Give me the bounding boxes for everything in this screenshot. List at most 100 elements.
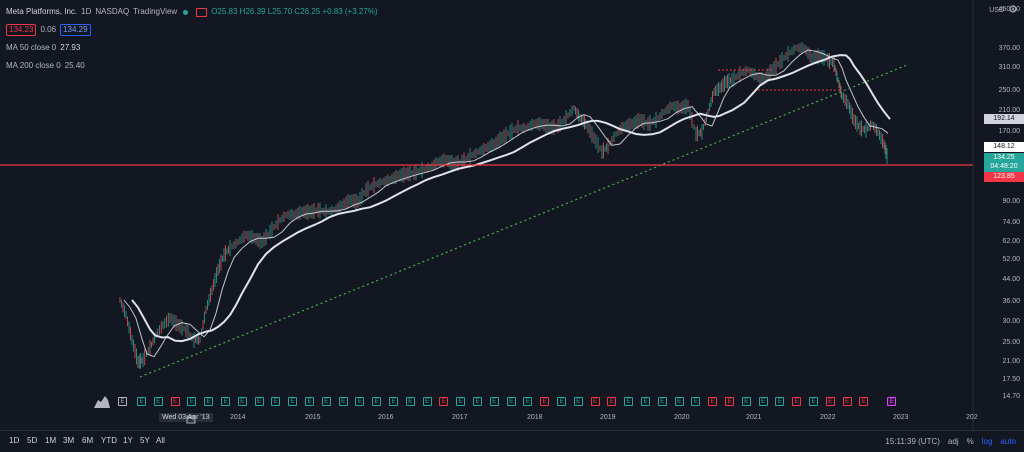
- clock[interactable]: 15:11:39 (UTC): [885, 437, 940, 446]
- live-status-icon: [183, 9, 189, 15]
- earnings-badge[interactable]: E: [338, 397, 348, 406]
- earnings-badge[interactable]: E: [691, 397, 701, 406]
- range-buttons: 1D 5D 1M 3M 6M YTD 1Y 5Y All: [0, 431, 200, 452]
- price-axis-label: 21.00: [1002, 358, 1020, 365]
- time-axis-label: 2017: [452, 414, 468, 421]
- trendline: [139, 64, 908, 378]
- earnings-badge[interactable]: E: [187, 397, 197, 406]
- range-button-5y[interactable]: 5Y: [140, 436, 150, 445]
- currency-label[interactable]: USD: [989, 7, 1004, 14]
- earnings-badge[interactable]: E: [372, 397, 382, 406]
- price-axis-label: 44.00: [1002, 276, 1020, 283]
- earnings-badge[interactable]: E: [506, 397, 516, 406]
- exchange-label: NASDAQ: [95, 7, 130, 16]
- range-button-6m[interactable]: 6M: [82, 436, 94, 445]
- earnings-badge[interactable]: E: [741, 397, 751, 406]
- earnings-badge[interactable]: E: [118, 397, 127, 406]
- earnings-badge[interactable]: E: [657, 397, 667, 406]
- earnings-badge[interactable]: E: [254, 397, 264, 406]
- earnings-badge[interactable]: E: [825, 397, 835, 406]
- time-axis-label: 202: [966, 414, 978, 421]
- range-button-1d[interactable]: 1D: [9, 436, 20, 445]
- earnings-badge[interactable]: E: [271, 397, 281, 406]
- earnings-badge[interactable]: E: [540, 397, 550, 406]
- range-button-1m[interactable]: 1M: [45, 436, 57, 445]
- earnings-badge[interactable]: E: [237, 397, 247, 406]
- crosshair-date-label: Wed 03 Apr '13: [159, 413, 213, 422]
- earnings-badge[interactable]: E: [523, 397, 533, 406]
- price-axis-label: 90.00: [1002, 198, 1020, 205]
- range-button-5d[interactable]: 5D: [27, 436, 38, 445]
- earnings-badge[interactable]: E: [573, 397, 583, 406]
- range-button-1y[interactable]: 1Y: [123, 436, 133, 445]
- earnings-badge[interactable]: E: [725, 397, 734, 406]
- ma50-label[interactable]: MA 50 close 0: [6, 43, 57, 52]
- earnings-badge[interactable]: E: [389, 397, 398, 406]
- price-axis-label: 14.70: [1002, 393, 1020, 400]
- time-axis-label: 2020: [674, 414, 690, 421]
- earnings-badge[interactable]: E: [590, 397, 600, 406]
- earnings-badge[interactable]: E: [473, 397, 482, 406]
- earnings-badge[interactable]: E: [489, 397, 499, 406]
- goto-date-icon[interactable]: [186, 415, 196, 424]
- price-axis-label: 250.00: [998, 87, 1020, 94]
- earnings-badge[interactable]: E: [288, 397, 298, 406]
- adj-toggle[interactable]: adj: [947, 437, 959, 446]
- earnings-badge[interactable]: E: [887, 397, 896, 406]
- time-axis-label: 2019: [600, 414, 616, 421]
- market-status-icon[interactable]: [196, 7, 208, 17]
- earnings-badge[interactable]: E: [422, 397, 432, 406]
- earnings-badge[interactable]: E: [557, 397, 566, 406]
- earnings-badge[interactable]: E: [674, 397, 684, 406]
- earnings-badge[interactable]: E: [456, 397, 466, 406]
- time-axis-label: 2016: [378, 414, 394, 421]
- ohlc-values: O25.83 H26.39 L25.70 C26.25 +0.83 (+3.27…: [211, 7, 378, 16]
- earnings-badge[interactable]: E: [137, 397, 146, 406]
- earnings-badge[interactable]: E: [859, 397, 869, 406]
- chart-legend: Meta Platforms, Inc. 1D NASDAQ TradingVi…: [6, 6, 378, 78]
- earnings-badge[interactable]: E: [758, 397, 768, 406]
- gear-icon[interactable]: [1008, 4, 1018, 14]
- ma200-line: [131, 54, 891, 343]
- provider-label: TradingView: [133, 7, 178, 16]
- range-button-ytd[interactable]: YTD: [101, 436, 117, 445]
- price-chart[interactable]: [0, 0, 1024, 430]
- time-axis-label: 2018: [527, 414, 543, 421]
- earnings-badge[interactable]: E: [305, 397, 314, 406]
- log-toggle[interactable]: log: [981, 437, 993, 446]
- percent-toggle[interactable]: %: [966, 437, 974, 446]
- price-axis-label: 450.00: [998, 6, 1020, 13]
- price-axis-label: 36.00: [1002, 298, 1020, 305]
- earnings-badge[interactable]: E: [170, 397, 180, 406]
- earnings-badge[interactable]: E: [809, 397, 818, 406]
- auto-toggle[interactable]: auto: [1000, 437, 1016, 446]
- sell-button[interactable]: 134.23: [6, 24, 37, 36]
- range-button-3m[interactable]: 3M: [63, 436, 75, 445]
- earnings-badge[interactable]: E: [708, 397, 718, 406]
- earnings-badge[interactable]: E: [221, 397, 230, 406]
- earnings-badge[interactable]: E: [792, 397, 802, 406]
- earnings-badge[interactable]: E: [641, 397, 650, 406]
- earnings-badge[interactable]: E: [607, 397, 617, 406]
- earnings-badge[interactable]: E: [204, 397, 214, 406]
- price-axis-label: 310.00: [998, 64, 1020, 71]
- time-axis-label: 2021: [746, 414, 762, 421]
- interval-label[interactable]: 1D: [81, 7, 92, 16]
- earnings-badge[interactable]: E: [624, 397, 634, 406]
- ma200-value: 25.40: [64, 61, 85, 70]
- earnings-badge[interactable]: E: [355, 397, 365, 406]
- ma200-label[interactable]: MA 200 close 0: [6, 61, 61, 70]
- earnings-badge[interactable]: E: [153, 397, 163, 406]
- ma50-line: [123, 49, 889, 358]
- earnings-badge[interactable]: E: [405, 397, 415, 406]
- earnings-badge[interactable]: E: [775, 397, 785, 406]
- earnings-badge[interactable]: E: [842, 397, 852, 406]
- range-button-all[interactable]: All: [156, 436, 165, 445]
- earnings-badge[interactable]: E: [321, 397, 331, 406]
- earnings-badge[interactable]: E: [439, 397, 449, 406]
- time-axis-label: 2022: [820, 414, 836, 421]
- symbol-title[interactable]: Meta Platforms, Inc.: [6, 7, 78, 16]
- logo-icon[interactable]: [92, 394, 112, 410]
- price-axis-label: 370.00: [998, 45, 1020, 52]
- buy-button[interactable]: 134.29: [60, 24, 91, 36]
